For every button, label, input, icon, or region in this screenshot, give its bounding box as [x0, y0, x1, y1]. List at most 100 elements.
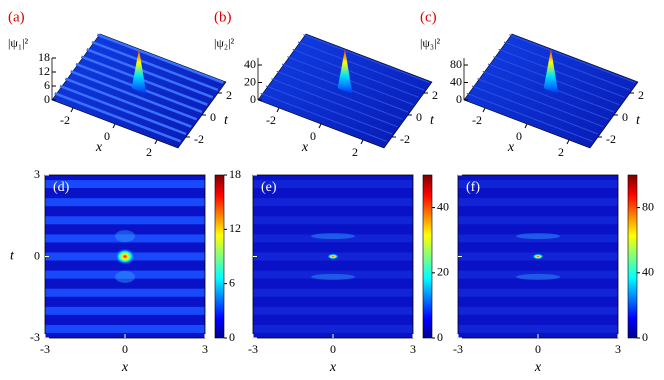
heatmap-stripe	[45, 288, 205, 297]
heatmap-stripe	[45, 180, 205, 189]
x-axis-label: x	[507, 140, 515, 155]
heatmap-stripe	[253, 288, 413, 297]
heatmap-lobe	[311, 233, 355, 240]
panel-label: (d)	[53, 180, 70, 195]
t-axis-label: t	[430, 113, 435, 128]
colorbar-tick-label: 40	[642, 265, 654, 279]
colorbar-tick-label: 6	[229, 275, 235, 289]
x-axis-label: x	[121, 360, 129, 375]
surface-ripple	[471, 85, 599, 135]
z-tick-label: 6	[44, 78, 50, 92]
x-tick-label: 3	[615, 342, 621, 356]
heatmap-peak	[532, 253, 544, 260]
z-tick-label: 20	[244, 74, 256, 88]
x-tick	[482, 107, 486, 113]
heatmap-stripe	[458, 180, 618, 189]
y-tick-label: 0	[34, 248, 40, 262]
colorbar-tick-label: 12	[229, 221, 241, 235]
heatmap-stripe	[45, 234, 205, 243]
t-tick-label: 2	[226, 88, 232, 102]
z-tick-label: 40	[244, 57, 256, 71]
x-tick	[524, 123, 528, 129]
z-axis-label: |ψ₁|²	[8, 36, 29, 50]
x-tick-label: 0	[104, 129, 110, 143]
heatmap-stripe	[253, 216, 413, 225]
heatmap-stripe	[45, 306, 205, 315]
heatmap-lobe	[115, 230, 135, 243]
surface-ripple	[80, 55, 208, 106]
t-axis-label: t	[636, 113, 641, 128]
heatmap-stripe	[45, 198, 205, 207]
surface-ripple	[498, 48, 625, 98]
surface-ripple	[287, 56, 414, 106]
surface-ripple	[91, 40, 219, 92]
surface-ripple	[59, 84, 187, 136]
surface-ripple	[265, 85, 393, 135]
heatmap-stripe	[253, 180, 413, 189]
colorbar-tick-label: 0	[229, 330, 235, 344]
x-tick-label: 2	[352, 145, 358, 159]
t-tick-label: -2	[606, 132, 616, 146]
surface-ripple	[276, 70, 403, 120]
z-tick-label: 40	[450, 74, 462, 88]
x-tick-label: -3	[453, 342, 463, 356]
x-tick-label: -3	[248, 342, 258, 356]
heatmap-lobe	[311, 273, 355, 280]
x-tick-label: -2	[60, 113, 70, 127]
z-tick-label: 0	[44, 92, 50, 106]
t-tick-label: 2	[638, 88, 644, 102]
t-tick-label: 2	[432, 88, 438, 102]
heatmap-stripe	[458, 216, 618, 225]
t-tick-label: 0	[416, 110, 422, 124]
x-tick-label: -2	[472, 113, 482, 127]
surface-ripple	[292, 48, 419, 98]
x-tick-label: 0	[310, 129, 316, 143]
surface-peak	[543, 49, 559, 94]
panel-label: (c)	[420, 9, 437, 25]
heatmap-stripe	[253, 324, 413, 333]
heatmap-stripe	[458, 288, 618, 297]
z-tick-label: 12	[38, 64, 50, 78]
t-tick-label: 0	[210, 110, 216, 124]
x-tick-label: 2	[146, 145, 152, 159]
z-tick-label: 0	[456, 92, 462, 106]
x-tick-label: 0	[122, 342, 128, 356]
surface-ripple	[96, 33, 224, 84]
surface-ripple	[54, 92, 182, 143]
x-axis-label: x	[534, 360, 542, 375]
surface-ripple	[271, 78, 398, 128]
y-tick-label: -3	[30, 330, 40, 344]
z-tick-label: 0	[250, 92, 256, 106]
t-tick-label: 0	[622, 110, 628, 124]
surface-ripple	[466, 92, 593, 142]
panel-label: (b)	[214, 9, 232, 25]
x-tick-label: 0	[330, 342, 336, 356]
heatmap-stripe	[458, 306, 618, 315]
z-axis-label: |ψ₃|²	[420, 36, 441, 50]
colorbar-tick-label: 0	[437, 330, 443, 344]
x-tick	[154, 139, 158, 145]
x-tick-label: -3	[40, 342, 50, 356]
t-tick-label: -2	[400, 132, 410, 146]
colorbar	[627, 174, 638, 339]
surface-ripple	[509, 34, 636, 84]
t-tick-label: -2	[194, 132, 204, 146]
surface-ripple	[260, 92, 387, 142]
heatmap-stripe	[458, 234, 618, 243]
t-axis-label: t	[224, 113, 229, 128]
x-tick-label: -2	[266, 113, 276, 127]
heatmap-lobe	[516, 233, 560, 240]
x-tick-label: 0	[535, 342, 541, 356]
surface-peak	[337, 49, 353, 94]
surface-ripple	[297, 41, 425, 91]
x-tick	[360, 139, 364, 145]
heatmap-stripe	[253, 234, 413, 243]
surface-peak	[131, 49, 147, 94]
x-tick	[566, 139, 570, 145]
x-axis-label: x	[329, 360, 337, 375]
colorbar-tick-label: 20	[437, 265, 449, 279]
surface-ripple	[482, 70, 609, 120]
panel-label: (f)	[466, 180, 480, 195]
surface-ripple	[493, 56, 620, 106]
